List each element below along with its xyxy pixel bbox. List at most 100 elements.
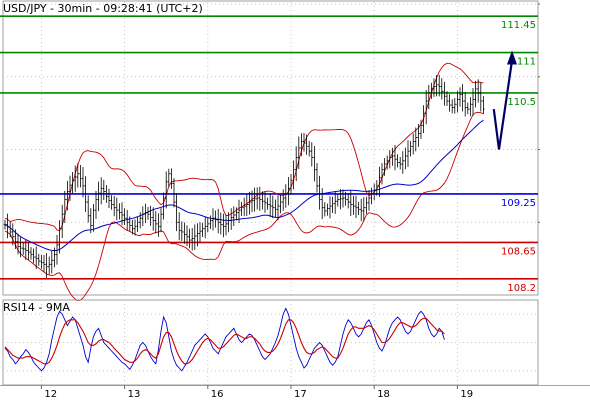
price-bar (349, 190, 352, 216)
price-bar (326, 203, 329, 216)
price-bar (185, 225, 189, 246)
price-bar (357, 201, 360, 216)
price-bar (79, 164, 82, 188)
price-bar (224, 214, 228, 236)
price-bar (94, 190, 98, 219)
price-bar (393, 144, 397, 171)
price-bar (167, 168, 170, 187)
price-bar (154, 211, 157, 234)
price-bar (453, 98, 456, 114)
price-bar (427, 84, 430, 110)
price-bar (222, 213, 225, 238)
price-bar (45, 253, 48, 278)
price-bar (248, 191, 251, 215)
price-bar (40, 254, 43, 269)
price-bar (235, 207, 238, 221)
price-bar (58, 220, 61, 254)
price-bar (35, 246, 38, 270)
price-bar (360, 198, 363, 222)
price-bar (211, 208, 215, 231)
price-bar (409, 141, 412, 157)
price-bar (201, 222, 204, 238)
price-bar (240, 201, 243, 216)
price-bar (131, 219, 134, 235)
price-bar (250, 190, 254, 213)
price-bar (256, 187, 259, 210)
rsi-panel: 70503059.40651.709RSI14 - 9MA (2, 299, 590, 386)
price-bar (245, 194, 248, 216)
price-bar (9, 221, 12, 238)
price-bar (396, 154, 399, 168)
price-bar (263, 191, 267, 213)
price-bar (188, 228, 191, 249)
price-bar (113, 195, 116, 217)
price-bar (370, 187, 373, 205)
price-bar (115, 197, 118, 221)
price-bar (289, 173, 293, 195)
rsi-title: RSI14 - 9MA (3, 301, 70, 314)
price-bar (97, 181, 100, 212)
price-bar (55, 234, 59, 265)
price-bar (440, 78, 443, 100)
price-bar (206, 217, 209, 233)
x-tick-label: 19 (460, 389, 473, 400)
price-bar (133, 219, 137, 236)
price-bar (253, 187, 256, 212)
price-bar (50, 251, 53, 274)
price-bar (6, 213, 9, 239)
price-bar (48, 256, 51, 275)
price-bar (214, 210, 217, 228)
price-bar (479, 82, 482, 112)
price-bar (172, 178, 176, 208)
price-bar (193, 224, 196, 250)
price-bar (159, 208, 163, 233)
price-bar (180, 221, 183, 241)
price-bar (219, 212, 222, 235)
price-bar (11, 223, 14, 246)
price-bar (81, 167, 85, 198)
price-bar (339, 189, 342, 210)
price-bar (136, 216, 139, 232)
price-bar (183, 222, 186, 244)
price-bar (261, 191, 264, 210)
price-bar (328, 196, 332, 219)
price-bar (300, 133, 303, 157)
price-bar (175, 193, 178, 232)
price-bar (237, 199, 241, 223)
price-bar (118, 203, 121, 220)
price-bar (323, 202, 326, 217)
x-tick-label: 18 (377, 389, 390, 400)
x-tick-label: 16 (211, 389, 224, 400)
price-bar (456, 91, 459, 113)
price-bar (399, 157, 402, 170)
price-bar (331, 196, 334, 214)
price-bar (482, 96, 485, 114)
level-label: 111.45 (501, 20, 536, 31)
price-bar (123, 208, 126, 225)
price-bar (217, 208, 220, 234)
price-bar (16, 233, 20, 255)
price-bar (139, 212, 142, 229)
price-bar (347, 193, 350, 209)
price-bar (76, 163, 79, 188)
price-bar (32, 248, 35, 264)
price-bar (198, 222, 202, 243)
price-bar (141, 206, 144, 227)
price-axis-bg (540, 0, 590, 400)
price-bar (209, 215, 212, 230)
price-bar (92, 203, 95, 232)
price-bar (89, 208, 92, 234)
price-bar (110, 195, 113, 210)
price-bar (352, 195, 355, 215)
price-bar (406, 140, 410, 167)
projection-arrow-shaft (492, 60, 514, 150)
price-bar (266, 197, 269, 210)
price-bar (354, 195, 358, 219)
price-bar (68, 175, 72, 201)
price-bar (157, 213, 160, 237)
bollinger-lower-band (4, 111, 484, 301)
level-label: 108.65 (501, 246, 536, 257)
price-bar (445, 91, 449, 107)
moving-average-line (4, 119, 484, 252)
price-bar (146, 206, 150, 220)
